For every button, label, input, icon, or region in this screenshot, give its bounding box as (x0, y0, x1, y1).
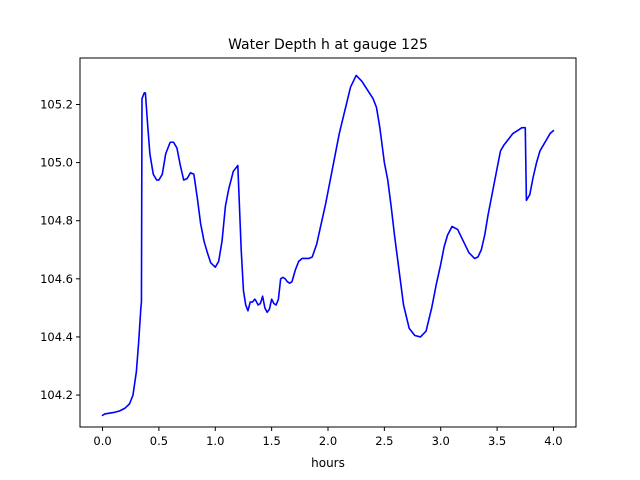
x-tick-label: 3.5 (488, 434, 506, 448)
x-tick-label: 4.0 (544, 434, 562, 448)
series-line-0 (101, 74, 555, 417)
x-tick-label: 1.5 (262, 434, 280, 448)
y-tick-label: 104.4 (40, 330, 73, 344)
series-layer (101, 74, 555, 417)
x-tick-label: 2.5 (375, 434, 393, 448)
y-tick-label: 105.2 (40, 97, 73, 111)
y-axis-ticks: 104.2 104.4 104.6 104.8 105.0 105.2 (40, 97, 80, 402)
x-tick-label: 1.0 (206, 434, 224, 448)
plot-frame (79, 57, 577, 428)
chart-title: Water Depth h at gauge 125 (228, 37, 428, 53)
y-tick-label: 105.0 (40, 156, 73, 170)
x-tick-label: 0.5 (150, 434, 168, 448)
y-tick-label: 104.2 (40, 388, 73, 402)
x-tick-label: 3.0 (432, 434, 450, 448)
y-tick-label: 104.6 (40, 272, 73, 286)
y-tick-label: 104.8 (40, 214, 73, 228)
plot-area (80, 58, 576, 427)
x-tick-label: 2.0 (319, 434, 337, 448)
x-tick-label: 0.0 (93, 434, 111, 448)
x-axis-label: hours (311, 456, 345, 470)
x-axis-ticks: 0.0 0.5 1.0 1.5 2.0 2.5 3.0 3.5 4.0 (93, 427, 563, 448)
